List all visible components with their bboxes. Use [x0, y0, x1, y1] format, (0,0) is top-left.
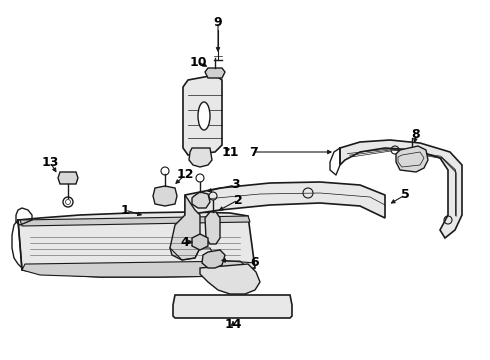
Text: 11: 11 [221, 145, 239, 158]
Text: 10: 10 [189, 55, 207, 68]
Polygon shape [153, 186, 177, 206]
Polygon shape [396, 146, 428, 172]
Polygon shape [202, 250, 225, 268]
Text: 14: 14 [224, 319, 242, 332]
Polygon shape [205, 212, 220, 244]
Polygon shape [173, 295, 292, 318]
Polygon shape [192, 234, 208, 250]
Polygon shape [192, 192, 210, 208]
Ellipse shape [198, 102, 210, 130]
Text: 8: 8 [412, 129, 420, 141]
Text: 7: 7 [248, 145, 257, 158]
Polygon shape [205, 68, 225, 78]
Polygon shape [340, 140, 462, 238]
Polygon shape [170, 195, 200, 260]
Polygon shape [200, 264, 260, 294]
Polygon shape [189, 148, 212, 167]
Text: 9: 9 [214, 15, 222, 28]
Text: 4: 4 [181, 235, 189, 248]
Polygon shape [18, 212, 255, 277]
Text: 2: 2 [234, 194, 243, 207]
Polygon shape [58, 172, 78, 184]
Text: 3: 3 [231, 179, 239, 192]
Text: 6: 6 [251, 256, 259, 270]
Polygon shape [20, 216, 250, 226]
Text: 5: 5 [401, 189, 409, 202]
Text: 1: 1 [121, 203, 129, 216]
Polygon shape [185, 182, 385, 218]
Text: 12: 12 [176, 168, 194, 181]
Text: 13: 13 [41, 156, 59, 168]
Polygon shape [183, 75, 222, 155]
Polygon shape [22, 261, 255, 277]
